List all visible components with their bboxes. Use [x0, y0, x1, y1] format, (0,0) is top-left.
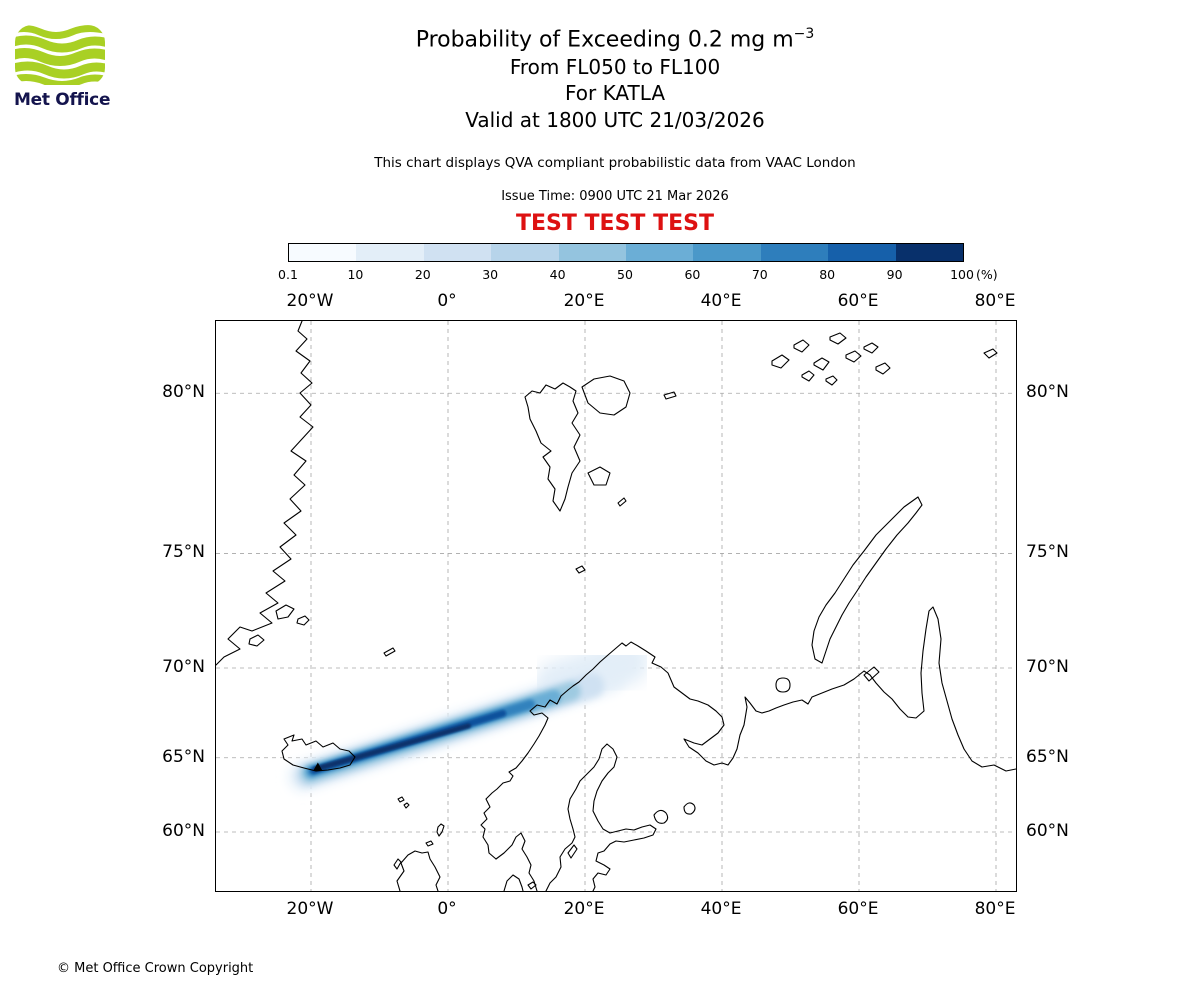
- page-title: Probability of Exceeding 0.2 mg m−3: [15, 26, 1200, 54]
- volcano-marker: [313, 762, 323, 771]
- lat-label-right: 75°N: [1026, 542, 1069, 563]
- lon-label-top: 20°W: [286, 291, 334, 311]
- lon-label-bottom: 60°E: [837, 899, 879, 919]
- colorbar-tick-100: 100: [950, 267, 974, 282]
- colorbar-tick-30: 30: [482, 267, 499, 282]
- coast-jan-mayen: [383, 647, 396, 657]
- lat-label-right: 65°N: [1026, 746, 1069, 767]
- lon-label-bottom: 20°W: [286, 899, 334, 919]
- colorbar-tick-40: 40: [549, 267, 566, 282]
- coast-vaygach: [863, 666, 880, 682]
- lat-label-left: 60°N: [162, 821, 205, 842]
- flight-level-range: From FL050 to FL100: [509, 54, 721, 79]
- colorbar-segment-7: [760, 244, 829, 261]
- coast-iceland: [281, 734, 356, 772]
- coast-novaya-zemlya: [811, 496, 923, 664]
- lat-label-left: 65°N: [162, 746, 205, 767]
- colorbar-tick-80: 80: [819, 267, 836, 282]
- coast-kolguyev: [775, 677, 791, 693]
- coast-faroes: [397, 796, 410, 809]
- colorbar-segment-3: [491, 244, 559, 261]
- colorbar-tick-90: 90: [886, 267, 903, 282]
- colorbar-labels: (%) 0.1 10 20 30 40 50 60 70 80 90 100: [278, 267, 1028, 285]
- colorbar-tick-60: 60: [684, 267, 701, 282]
- lon-label-top: 80°E: [974, 291, 1016, 311]
- lat-label-right: 70°N: [1026, 656, 1069, 677]
- issue-time: Issue Time: 0900 UTC 21 Mar 2026: [501, 189, 729, 204]
- colorbar-tick-70: 70: [751, 267, 768, 282]
- lon-label-bottom: 0°: [437, 899, 457, 919]
- met-office-logo: Met Office: [14, 24, 124, 110]
- colorbar-segment-9: [895, 244, 964, 261]
- qva-disclaimer: This chart displays QVA compliant probab…: [374, 155, 856, 171]
- met-office-wordmark: Met Office: [14, 90, 111, 110]
- lon-label-top: 20°E: [563, 291, 605, 311]
- lon-label-bottom: 80°E: [974, 899, 1016, 919]
- lat-label-left: 75°N: [162, 542, 205, 563]
- coast-shetland-orkney: [425, 823, 445, 847]
- coast-svalbard-nordaustlandet: [581, 375, 631, 416]
- lon-label-top: 60°E: [837, 291, 879, 311]
- lon-label-bottom: 40°E: [700, 899, 742, 919]
- volcano-source-icon: [313, 762, 323, 771]
- lon-label-top: 40°E: [700, 291, 742, 311]
- coast-svalbard-edgeoya: [575, 391, 677, 574]
- colorbar-segment-5: [626, 244, 694, 261]
- title-text: Probability of Exceeding 0.2 mg m: [415, 27, 794, 53]
- colorbar-segment-2: [423, 244, 492, 261]
- colorbar-segment-4: [558, 244, 627, 261]
- lon-label-bottom: 20°E: [563, 899, 605, 919]
- map-canvas: [216, 321, 1016, 891]
- colorbar-tick-10: 10: [347, 267, 364, 282]
- graticule: [216, 321, 1016, 891]
- colorbar-tick-20: 20: [414, 267, 431, 282]
- coast-scotland: [393, 850, 441, 891]
- lake-ladoga: [653, 809, 669, 824]
- ash-plume: [286, 638, 650, 793]
- coast-svalbard-spitsbergen: [524, 382, 581, 512]
- coast-denmark: [503, 874, 537, 891]
- test-banner: TEST TEST TEST: [516, 211, 714, 236]
- coastlines: [216, 321, 1016, 891]
- lat-label-left: 80°N: [162, 382, 205, 403]
- lat-label-right: 80°N: [1026, 382, 1069, 403]
- copyright-text: © Met Office Crown Copyright: [57, 961, 254, 976]
- colorbar: [288, 243, 964, 262]
- volcano-name: For KATLA: [565, 81, 665, 106]
- coast-greenland: [216, 321, 314, 666]
- plume-level-95: [313, 723, 472, 772]
- colorbar-tick-50: 50: [617, 267, 633, 282]
- coast-sweden-west: [495, 832, 538, 891]
- lake-onega: [683, 802, 696, 815]
- chart-header: Probability of Exceeding 0.2 mg m−3 From…: [15, 26, 1200, 236]
- map-frame: [215, 320, 1017, 892]
- colorbar-segment-8: [828, 244, 896, 261]
- colorbar-segment-0: [289, 244, 357, 261]
- title-exponent: −3: [793, 26, 815, 42]
- colorbar-segment-6: [693, 244, 761, 261]
- colorbar-tick-0.1: 0.1: [278, 267, 298, 282]
- coast-norway-russia-mainland: [480, 606, 1016, 860]
- coast-franz-josef-land: [771, 332, 998, 386]
- colorbar-segment-1: [356, 244, 424, 261]
- lat-label-right: 60°N: [1026, 821, 1069, 842]
- valid-time: Valid at 1800 UTC 21/03/2026: [465, 107, 765, 132]
- lat-label-left: 70°N: [162, 656, 205, 677]
- coast-greenland-islands: [248, 604, 310, 647]
- colorbar-unit-label: (%): [976, 267, 998, 282]
- coast-baltic-bothnia: [545, 743, 657, 891]
- met-office-logo-icon: [15, 25, 105, 85]
- lon-label-top: 0°: [437, 291, 457, 311]
